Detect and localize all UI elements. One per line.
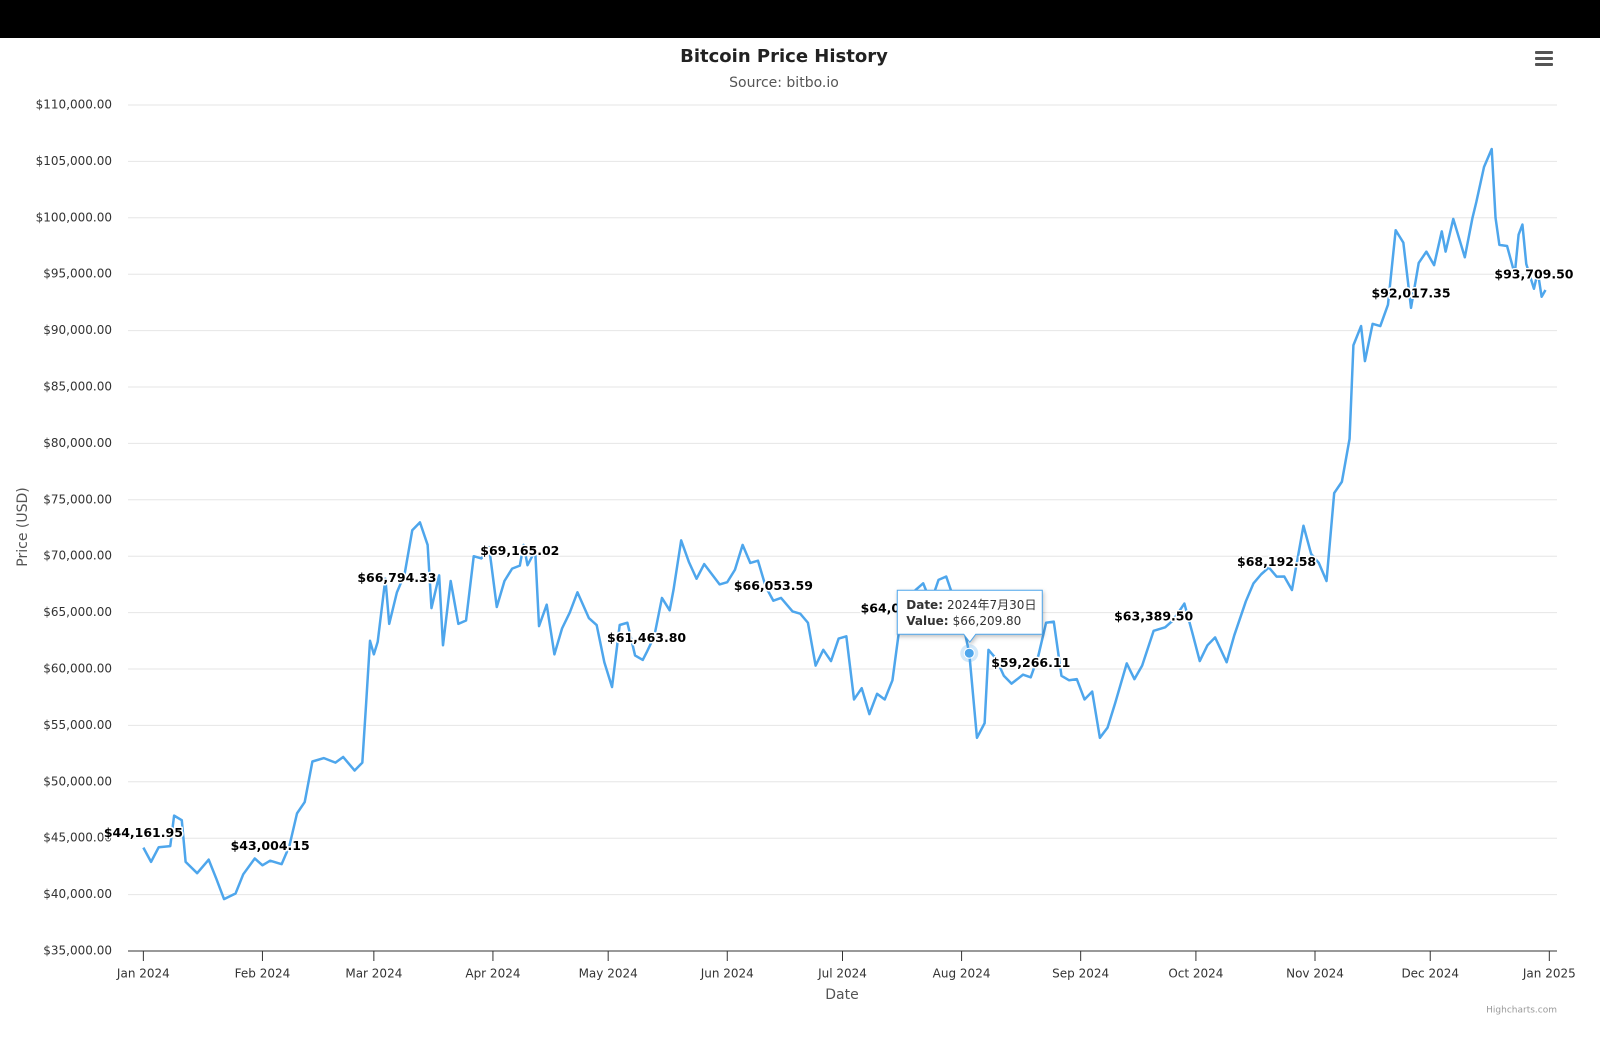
hover-marker: [963, 647, 975, 659]
tooltip-value: $66,209.80: [953, 614, 1022, 628]
price-line: [142, 147, 1547, 901]
x-tick-label: Apr 2024: [465, 967, 520, 981]
tooltip-text: Date: 2024年7月30日: [906, 598, 1036, 612]
data-label: $66,794.33: [357, 570, 436, 585]
tooltip-key: Date:: [906, 598, 943, 612]
x-tick-label: May 2024: [579, 967, 638, 981]
x-tick-label: Aug 2024: [933, 967, 991, 981]
x-axis-title: Date: [825, 987, 858, 1003]
y-tick-label: $60,000.00: [43, 662, 112, 676]
data-label: $43,004.15: [231, 838, 310, 853]
x-tick-label: Dec 2024: [1401, 967, 1459, 981]
tooltip-text: Value: $66,209.80: [906, 614, 1021, 628]
y-tick-label: $45,000.00: [43, 831, 112, 845]
x-tick-label: Sep 2024: [1052, 967, 1109, 981]
tooltip-key: Value:: [906, 614, 948, 628]
data-label: $93,709.50: [1494, 266, 1573, 281]
data-label: $68,192.58: [1237, 554, 1316, 569]
y-tick-label: $65,000.00: [43, 605, 112, 619]
tooltip-value: 2024年7月30日: [947, 598, 1036, 612]
y-tick-label: $90,000.00: [43, 323, 112, 337]
x-tick-label: Jan 2024: [116, 967, 170, 981]
data-label: $92,017.35: [1371, 285, 1450, 300]
x-tick-label: Jan 2025: [1522, 967, 1576, 981]
y-tick-label: $35,000.00: [43, 944, 112, 958]
x-tick-label: Nov 2024: [1286, 967, 1344, 981]
y-tick-label: $50,000.00: [43, 774, 112, 788]
x-tick-label: Feb 2024: [235, 967, 291, 981]
tooltip: Date: 2024年7月30日 Value: $66,209.80: [896, 589, 1043, 644]
top-bar: [0, 0, 1600, 38]
y-axis-title: Price (USD): [15, 487, 31, 566]
y-tick-label: $110,000.00: [36, 98, 112, 112]
data-label: $59,266.11: [991, 655, 1070, 670]
y-tick-label: $95,000.00: [43, 267, 112, 281]
y-tick-label: $80,000.00: [43, 436, 112, 450]
x-tick-label: Jul 2024: [817, 967, 867, 981]
x-tick-label: Mar 2024: [345, 967, 402, 981]
y-tick-label: $85,000.00: [43, 380, 112, 394]
x-tick-label: Jun 2024: [700, 967, 754, 981]
menu-button[interactable]: [1535, 51, 1553, 66]
data-label: $69,165.02: [480, 543, 559, 558]
data-label: $63,389.50: [1114, 608, 1193, 623]
tooltip-box: [896, 589, 1043, 644]
x-tick-label: Oct 2024: [1168, 967, 1223, 981]
credits[interactable]: Highcharts.com: [1486, 1006, 1557, 1016]
data-label: $61,463.80: [607, 630, 686, 645]
y-tick-label: $105,000.00: [36, 154, 112, 168]
plot-area: $35,000.00 $40,000.00 $45,000.00 $50,000.00…: [36, 98, 1576, 981]
y-tick-label: $75,000.00: [43, 492, 112, 506]
data-label: $66,053.59: [734, 578, 813, 593]
y-tick-label: $100,000.00: [36, 210, 112, 224]
y-tick-label: $40,000.00: [43, 887, 112, 901]
y-tick-label: $70,000.00: [43, 549, 112, 563]
y-tick-label: $55,000.00: [43, 718, 112, 732]
chart-title: Bitcoin Price History: [680, 46, 888, 67]
data-label: $44,161.95: [104, 825, 183, 840]
chart-subtitle: Source: bitbo.io: [729, 75, 839, 91]
